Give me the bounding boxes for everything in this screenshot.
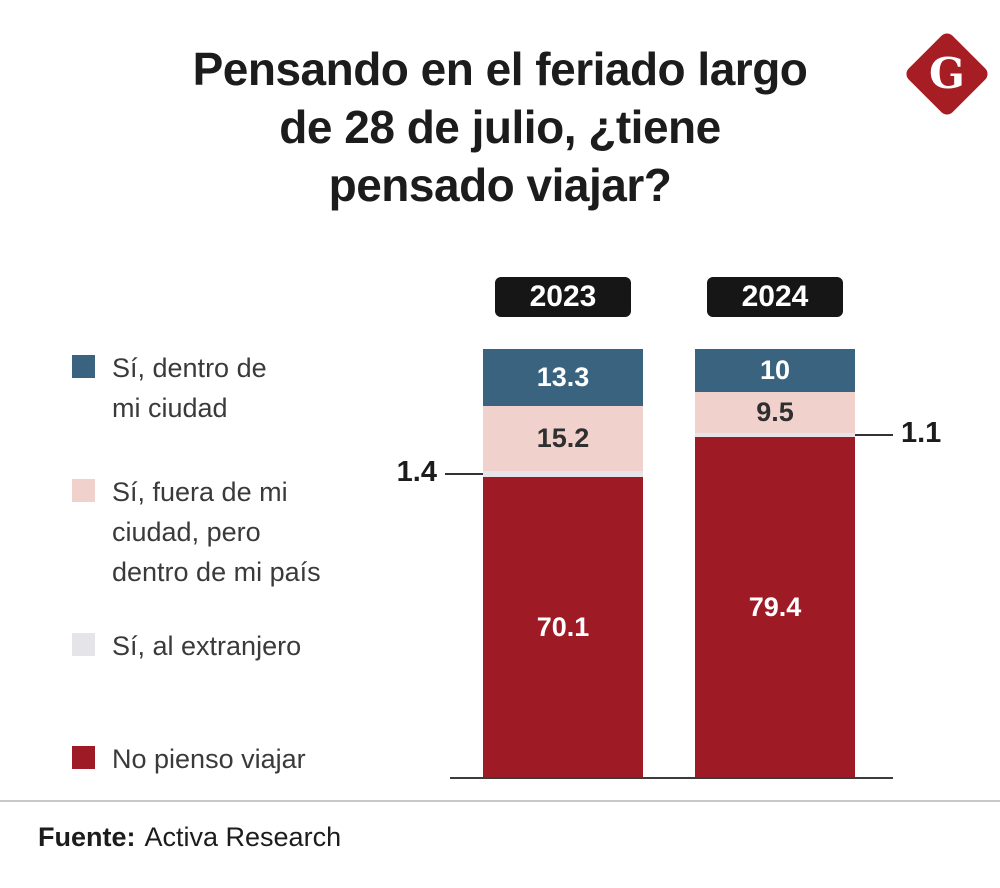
legend-swatch	[72, 746, 95, 769]
footer-divider	[0, 800, 1000, 802]
callout-value: 1.1	[901, 417, 942, 449]
callout-line	[855, 434, 893, 436]
legend-label: Sí, al extranjero	[112, 631, 302, 661]
callout-value: 1.4	[396, 456, 437, 489]
legend-label: Sí, dentro de mi ciudad	[112, 353, 267, 423]
bar-segment: 15.2	[483, 406, 643, 472]
source-note: Fuente: Activa Research	[38, 822, 341, 853]
source-label: Fuente:	[38, 822, 136, 852]
title-line: pensado viajar?	[328, 159, 672, 211]
legend-label: Sí, fuera de mi ciudad, pero dentro de m…	[112, 477, 321, 587]
legend-label: No pienso viajar	[112, 744, 306, 774]
bar-value-label: 15.2	[536, 423, 590, 454]
bar-value-label: 70.1	[536, 612, 590, 643]
bar-segment: 9.5	[695, 391, 855, 433]
bar-segment: 10	[695, 349, 855, 392]
bar-segment: 70.1	[483, 477, 643, 778]
legend-item: Sí, dentro de mi ciudad	[72, 348, 267, 428]
bar-value-label: 79.4	[748, 592, 802, 623]
legend-item: Sí, fuera de mi ciudad, pero dentro de m…	[72, 472, 321, 592]
bar-segment: 79.4	[695, 437, 855, 778]
chart-title: Pensando en el feriado largo de 28 de ju…	[0, 40, 1000, 214]
bar-value-label: 10	[759, 354, 791, 385]
bar-2024: 10 9.5 79.4	[695, 349, 855, 778]
year-chip-2024: 2024	[707, 277, 843, 317]
bar-segment	[695, 432, 855, 438]
legend-item: Sí, al extranjero	[72, 626, 301, 666]
legend-swatch	[72, 479, 95, 502]
bar-2023: 13.3 15.2 70.1	[483, 349, 643, 778]
source-value: Activa Research	[144, 822, 342, 852]
year-chip-2023: 2023	[495, 277, 631, 317]
legend-swatch	[72, 633, 95, 656]
title-line: de 28 de julio, ¿tiene	[279, 101, 721, 153]
title-line: Pensando en el feriado largo	[192, 43, 808, 95]
callout-line	[445, 473, 483, 476]
legend-swatch	[72, 355, 95, 378]
legend-item: No pienso viajar	[72, 739, 306, 779]
bar-value-label: 13.3	[536, 362, 590, 393]
bar-value-label: 9.5	[756, 396, 794, 427]
chart-baseline	[450, 777, 893, 779]
bar-segment: 13.3	[483, 349, 643, 407]
bar-segment	[483, 471, 643, 478]
